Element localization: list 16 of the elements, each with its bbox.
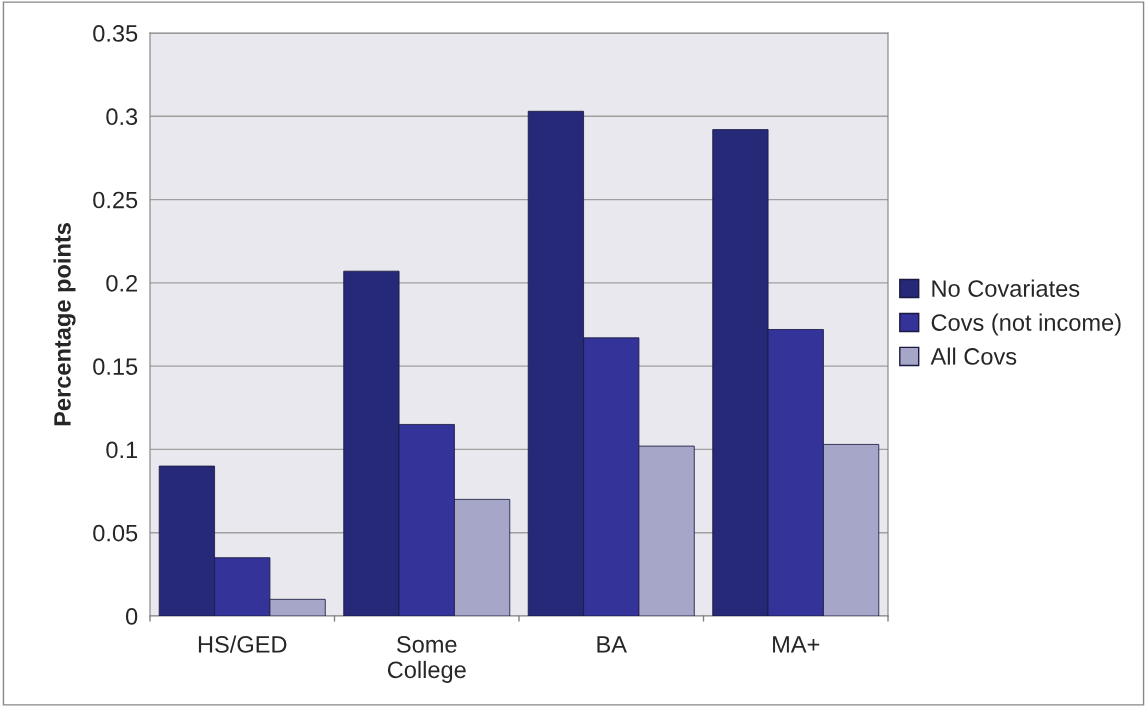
y-tick-label: 0 xyxy=(125,608,138,625)
y-tick-label: 0.05 xyxy=(93,524,138,542)
y-tick-label: 0.25 xyxy=(93,191,138,209)
x-tick-label: MA+ xyxy=(773,636,820,653)
y-tick-label: 0.2 xyxy=(106,274,138,292)
legend-label: Covs (not income) xyxy=(931,313,1121,336)
y-tick-label: 0.15 xyxy=(93,358,138,375)
y-axis-title: Percentage points xyxy=(53,223,76,426)
y-tick-label: 0.1 xyxy=(106,441,138,459)
y-tick-label: 0.3 xyxy=(106,108,138,126)
x-tick-label: BA xyxy=(597,636,627,653)
legend-label: No Covariates xyxy=(932,279,1080,297)
legend-label: All Covs xyxy=(930,347,1017,365)
y-tick-label: 0.35 xyxy=(93,25,138,42)
x-tick-label: Some College xyxy=(387,636,466,683)
x-tick-label: HS/GED xyxy=(198,635,287,653)
